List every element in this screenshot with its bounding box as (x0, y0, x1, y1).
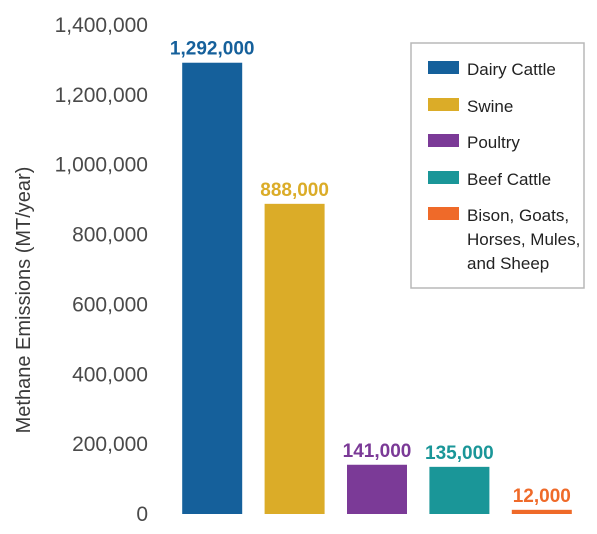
legend-swatch (428, 61, 459, 74)
y-tick-label: 600,000 (72, 293, 148, 316)
legend-label: Swine (467, 97, 513, 116)
y-tick-label: 400,000 (72, 363, 148, 386)
y-tick-label: 0 (136, 503, 148, 526)
legend-box (410, 42, 585, 289)
bar-value-label: 888,000 (260, 180, 329, 201)
bar-value-label: 141,000 (343, 441, 412, 462)
legend: Dairy Cattle Swine Poultry Beef Cattle Bison… (410, 42, 585, 289)
legend-swatch (428, 171, 459, 184)
bar (264, 203, 325, 514)
legend-label: Poultry (467, 133, 520, 152)
legend-label: and Sheep (467, 254, 549, 273)
y-tick-label: 800,000 (72, 224, 148, 247)
legend-swatch (428, 207, 459, 220)
y-tick-label: 1,200,000 (55, 84, 148, 107)
y-tick-label: 1,400,000 (55, 14, 148, 37)
y-tick-label: 1,000,000 (55, 154, 148, 177)
bars (182, 62, 572, 514)
bar (429, 466, 490, 514)
y-tick-label: 200,000 (72, 433, 148, 456)
legend-swatch (428, 98, 459, 111)
bar-value-label: 135,000 (425, 443, 494, 464)
value-labels: 1,292,000 888,000 141,000 135,000 12,000 (170, 39, 571, 507)
bar (511, 509, 572, 514)
bar (182, 62, 243, 514)
legend-swatch (428, 134, 459, 147)
legend-label: Horses, Mules, (467, 230, 580, 249)
bar-value-label: 1,292,000 (170, 39, 255, 60)
bar-value-label: 12,000 (513, 486, 571, 507)
bar (347, 464, 407, 514)
y-axis-title: Methane Emissions (MT/year) (13, 167, 35, 434)
legend-label: Dairy Cattle (467, 60, 556, 79)
y-axis: 0 200,000 400,000 600,000 800,000 1,000,000 1,… (55, 14, 148, 526)
legend-label: Bison, Goats, (467, 206, 569, 225)
legend-label: Beef Cattle (467, 170, 551, 189)
